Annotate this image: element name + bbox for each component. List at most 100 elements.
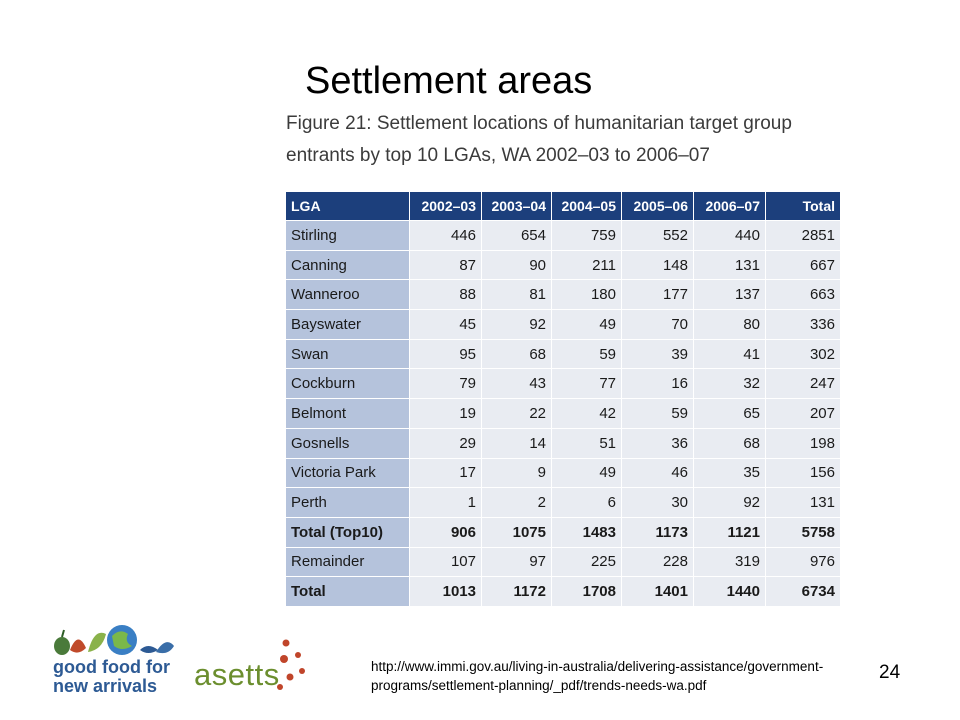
value-cell: 46 <box>621 457 694 489</box>
value-cell: 45 <box>409 309 482 340</box>
value-cell: 247 <box>765 368 841 400</box>
value-cell: 19 <box>409 398 482 429</box>
column-header: 2006–07 <box>693 191 766 221</box>
value-cell: 49 <box>551 457 622 489</box>
table-header-row: LGA 2002–03 2003–04 2004–05 2005–06 2006… <box>285 191 841 221</box>
value-cell: 177 <box>621 279 694 311</box>
value-cell: 198 <box>765 427 841 459</box>
value-cell: 68 <box>693 427 766 459</box>
table-row: Wanneroo 88 81 180 177 137 663 <box>285 279 841 311</box>
value-cell: 5758 <box>765 516 841 548</box>
table-row: Canning 87 90 211 148 131 667 <box>285 249 841 281</box>
slide-title: Settlement areas <box>305 60 593 102</box>
value-cell: 302 <box>765 338 841 370</box>
lga-cell: Cockburn <box>285 368 410 400</box>
value-cell: 1483 <box>551 516 622 548</box>
settlement-table-figure: LGA 2002–03 2003–04 2004–05 2005–06 2006… <box>285 191 841 607</box>
value-cell: 32 <box>693 368 766 400</box>
value-cell: 107 <box>409 546 482 578</box>
table-row: Swan 95 68 59 39 41 302 <box>285 338 841 370</box>
lga-cell: Swan <box>285 338 410 370</box>
value-cell: 9 <box>481 457 552 489</box>
value-cell: 1121 <box>693 516 766 548</box>
value-cell: 1708 <box>551 576 622 607</box>
value-cell: 80 <box>693 309 766 340</box>
figure-caption: Figure 21: Settlement locations of human… <box>286 113 792 166</box>
asetts-dots-icon <box>277 639 305 690</box>
lga-cell: Wanneroo <box>285 279 410 311</box>
table-row: Belmont 19 22 42 59 65 207 <box>285 398 841 429</box>
table-row: Stirling 446 654 759 552 440 2851 <box>285 220 841 251</box>
value-cell: 1172 <box>481 576 552 607</box>
asetts-logo-text: asetts <box>194 657 280 692</box>
value-cell: 87 <box>409 249 482 281</box>
value-cell: 1013 <box>409 576 482 607</box>
value-cell: 156 <box>765 457 841 489</box>
good-food-for-new-arrivals-logo: good food for new arrivals <box>48 620 178 700</box>
lga-cell: Total (Top10) <box>285 516 410 548</box>
lga-cell: Total <box>285 576 410 607</box>
column-header: 2004–05 <box>551 191 622 221</box>
lga-cell: Perth <box>285 487 410 518</box>
value-cell: 906 <box>409 516 482 548</box>
lga-cell: Bayswater <box>285 309 410 340</box>
value-cell: 148 <box>621 249 694 281</box>
lga-cell: Canning <box>285 249 410 281</box>
value-cell: 59 <box>621 398 694 429</box>
value-cell: 667 <box>765 249 841 281</box>
value-cell: 2851 <box>765 220 841 251</box>
value-cell: 59 <box>551 338 622 370</box>
column-header: 2002–03 <box>409 191 482 221</box>
table-row: Perth 1 2 6 30 92 131 <box>285 487 841 518</box>
value-cell: 552 <box>621 220 694 251</box>
value-cell: 95 <box>409 338 482 370</box>
value-cell: 41 <box>693 338 766 370</box>
table-row: Remainder 107 97 225 228 319 976 <box>285 546 841 578</box>
value-cell: 14 <box>481 427 552 459</box>
value-cell: 22 <box>481 398 552 429</box>
food-icons-illustration <box>54 625 174 655</box>
table-row: Total (Top10) 906 1075 1483 1173 1121 5758 <box>285 516 841 548</box>
value-cell: 207 <box>765 398 841 429</box>
value-cell: 81 <box>481 279 552 311</box>
value-cell: 1075 <box>481 516 552 548</box>
value-cell: 43 <box>481 368 552 400</box>
value-cell: 137 <box>693 279 766 311</box>
column-header: 2005–06 <box>621 191 694 221</box>
value-cell: 440 <box>693 220 766 251</box>
source-url[interactable]: http://www.immi.gov.au/living-in-austral… <box>371 659 824 693</box>
value-cell: 30 <box>621 487 694 518</box>
lga-cell: Remainder <box>285 546 410 578</box>
column-header: 2003–04 <box>481 191 552 221</box>
value-cell: 1440 <box>693 576 766 607</box>
lga-cell: Belmont <box>285 398 410 429</box>
value-cell: 65 <box>693 398 766 429</box>
slide-number: 24 <box>879 662 901 683</box>
table-body: Stirling 446 654 759 552 440 2851 Canning 87 90 21… <box>285 220 841 607</box>
value-cell: 92 <box>481 309 552 340</box>
value-cell: 77 <box>551 368 622 400</box>
value-cell: 16 <box>621 368 694 400</box>
lga-cell: Victoria Park <box>285 457 410 489</box>
value-cell: 70 <box>621 309 694 340</box>
value-cell: 336 <box>765 309 841 340</box>
value-cell: 759 <box>551 220 622 251</box>
value-cell: 92 <box>693 487 766 518</box>
value-cell: 51 <box>551 427 622 459</box>
table-row: Victoria Park 17 9 49 46 35 156 <box>285 457 841 489</box>
column-header: Total <box>765 191 841 221</box>
value-cell: 1401 <box>621 576 694 607</box>
value-cell: 131 <box>765 487 841 518</box>
value-cell: 97 <box>481 546 552 578</box>
value-cell: 1173 <box>621 516 694 548</box>
value-cell: 35 <box>693 457 766 489</box>
value-cell: 131 <box>693 249 766 281</box>
value-cell: 88 <box>409 279 482 311</box>
value-cell: 42 <box>551 398 622 429</box>
table-row: Gosnells 29 14 51 36 68 198 <box>285 427 841 459</box>
value-cell: 36 <box>621 427 694 459</box>
value-cell: 6 <box>551 487 622 518</box>
value-cell: 319 <box>693 546 766 578</box>
value-cell: 39 <box>621 338 694 370</box>
value-cell: 1 <box>409 487 482 518</box>
